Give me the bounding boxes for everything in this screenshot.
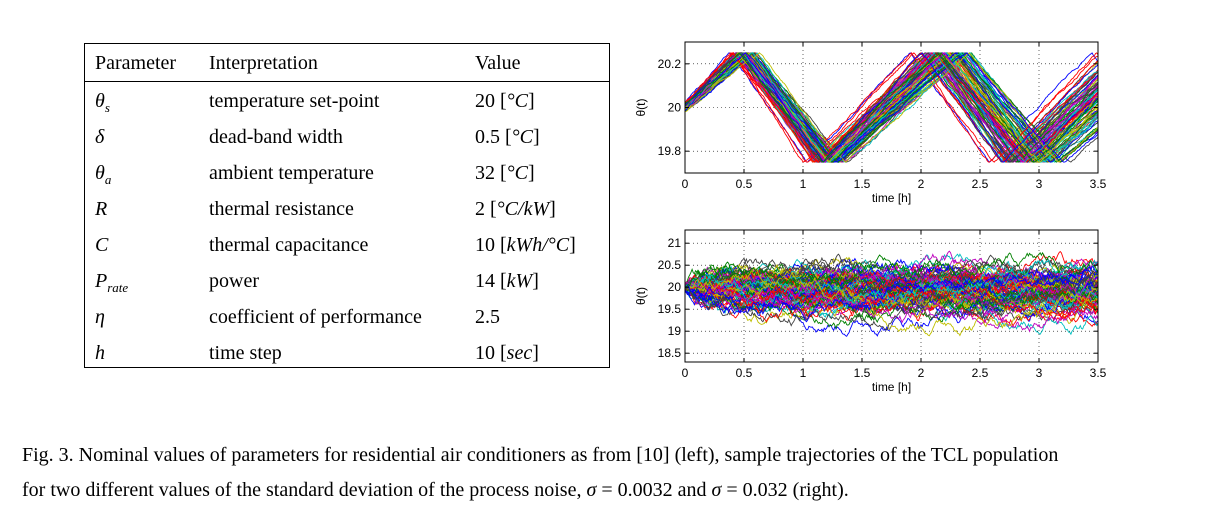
row-value: 2.5 bbox=[475, 306, 500, 328]
series-line bbox=[685, 52, 1098, 163]
plots-area: 0 0.5 1 1.5 2 2.5 3 3.5 19.8 20 20.2 time [h] θ(t) 0… bbox=[620, 30, 1120, 420]
row-value: 14 [kW] bbox=[475, 270, 539, 292]
y-tick-label: 19.8 bbox=[658, 144, 682, 158]
series-line bbox=[685, 265, 1098, 305]
header-value: Value bbox=[475, 52, 521, 74]
series-line bbox=[685, 52, 1098, 163]
y-axis-label: θ(t) bbox=[634, 98, 648, 116]
x-axis-label: time [h] bbox=[872, 191, 911, 205]
series-line bbox=[685, 52, 1098, 163]
y-axis-label: θ(t) bbox=[634, 287, 648, 305]
series-line bbox=[685, 52, 1098, 163]
table-header: Parameter Interpretation Value bbox=[85, 44, 609, 82]
series-group bbox=[685, 51, 1098, 163]
y-tick-label: 19.5 bbox=[658, 302, 682, 316]
series-line bbox=[685, 52, 1098, 163]
series-line bbox=[685, 275, 1098, 331]
x-tick-label: 0 bbox=[682, 366, 689, 380]
caption-line-2: for two different values of the standard… bbox=[22, 473, 1212, 508]
row-interpretation: coefficient of performance bbox=[209, 306, 422, 328]
row-interpretation: power bbox=[209, 270, 259, 292]
chart-top: 0 0.5 1 1.5 2 2.5 3 3.5 19.8 20 20.2 time [h] θ(t) bbox=[634, 41, 1107, 205]
row-interpretation: time step bbox=[209, 342, 282, 364]
row-value: 10 [kWh/°C] bbox=[475, 234, 576, 256]
y-tick-label: 21 bbox=[668, 236, 682, 250]
header-parameter: Parameter bbox=[95, 52, 177, 74]
row-symbol: θs bbox=[95, 90, 110, 115]
series-line bbox=[685, 264, 1098, 302]
x-tick-label: 1.5 bbox=[854, 366, 871, 380]
series-line bbox=[685, 265, 1098, 323]
x-tick-label: 2.5 bbox=[972, 366, 989, 380]
row-value: 20 [°C] bbox=[475, 90, 535, 112]
series-line bbox=[685, 273, 1098, 312]
x-tick-label: 3.5 bbox=[1090, 177, 1107, 191]
x-tick-label: 2 bbox=[918, 366, 925, 380]
row-symbol: δ bbox=[95, 126, 105, 148]
x-tick-label: 0.5 bbox=[736, 177, 753, 191]
y-tick-label: 19 bbox=[668, 324, 682, 338]
caption-sigma-2: σ bbox=[711, 479, 722, 501]
row-symbol: η bbox=[95, 306, 105, 328]
row-value: 32 [°C] bbox=[475, 162, 535, 184]
x-axis-label: time [h] bbox=[872, 380, 911, 394]
y-tick-label: 20.2 bbox=[658, 57, 682, 71]
x-tick-label: 0.5 bbox=[736, 366, 753, 380]
series-line bbox=[685, 265, 1098, 310]
x-tick-label: 1 bbox=[800, 177, 807, 191]
series-line bbox=[685, 251, 1098, 290]
x-tick-label: 2.5 bbox=[972, 177, 989, 191]
caption-line-1: Fig. 3. Nominal values of parameters for… bbox=[22, 438, 1212, 473]
row-interpretation: temperature set-point bbox=[209, 90, 380, 112]
series-line bbox=[685, 52, 1098, 163]
header-interpretation: Interpretation bbox=[209, 52, 318, 74]
series-line bbox=[685, 279, 1098, 333]
caption-prefix: Fig. 3. Nominal values of parameters for… bbox=[22, 444, 1059, 466]
series-line bbox=[685, 278, 1098, 318]
row-symbol: R bbox=[95, 198, 108, 220]
plot-frame bbox=[684, 229, 1099, 363]
row-symbol: Prate bbox=[95, 270, 129, 295]
caption-sigma-1: σ bbox=[586, 479, 597, 501]
series-line bbox=[685, 264, 1098, 312]
series-line bbox=[685, 52, 1098, 163]
x-tick-label: 3 bbox=[1036, 366, 1043, 380]
series-line bbox=[685, 263, 1098, 308]
x-tick-label: 2 bbox=[918, 177, 925, 191]
row-value: 2 [°C/kW] bbox=[475, 198, 556, 220]
series-line bbox=[685, 52, 1098, 163]
figure-caption: Fig. 3. Nominal values of parameters for… bbox=[22, 438, 1212, 508]
row-interpretation: dead-band width bbox=[209, 126, 343, 148]
x-tick-label: 1 bbox=[800, 366, 807, 380]
row-interpretation: ambient temperature bbox=[209, 162, 374, 184]
y-tick-label: 20 bbox=[668, 280, 682, 294]
series-group bbox=[685, 250, 1098, 337]
series-line bbox=[685, 281, 1098, 319]
chart-bottom: 0 0.5 1 1.5 2 2.5 3 3.5 18.5 19 19.5 20 20.5 21 time [… bbox=[634, 229, 1107, 394]
row-symbol: θa bbox=[95, 162, 112, 187]
series-line bbox=[685, 52, 1098, 163]
row-symbol: C bbox=[95, 234, 109, 256]
row-value: 10 [sec] bbox=[475, 342, 539, 364]
caption-eq2: = 0.032 (right). bbox=[721, 479, 849, 501]
row-interpretation: thermal resistance bbox=[209, 198, 354, 220]
caption-line2-text: for two different values of the standard… bbox=[22, 479, 587, 501]
row-value: 0.5 [°C] bbox=[475, 126, 540, 148]
caption-eq1: = 0.0032 and bbox=[596, 479, 712, 501]
x-tick-label: 3 bbox=[1036, 177, 1043, 191]
row-symbol: h bbox=[95, 342, 105, 364]
series-line bbox=[685, 52, 1098, 163]
x-tick-label: 1.5 bbox=[854, 177, 871, 191]
y-tick-label: 18.5 bbox=[658, 346, 682, 360]
y-tick-label: 20.5 bbox=[658, 258, 682, 272]
row-interpretation: thermal capacitance bbox=[209, 234, 369, 256]
parameter-table: Parameter Interpretation Value θs tempera… bbox=[84, 43, 610, 368]
series-line bbox=[685, 52, 1098, 163]
y-tick-label: 20 bbox=[668, 101, 682, 115]
series-line bbox=[685, 52, 1098, 163]
x-tick-label: 0 bbox=[682, 177, 689, 191]
x-tick-label: 3.5 bbox=[1090, 366, 1107, 380]
